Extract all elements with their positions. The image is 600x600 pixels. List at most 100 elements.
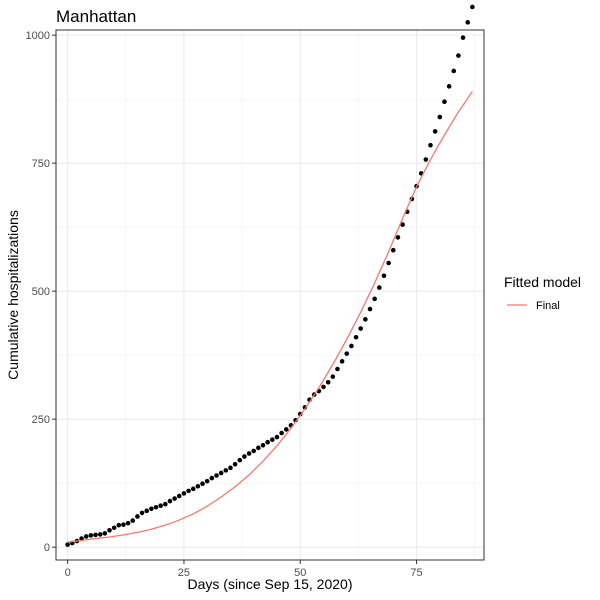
- data-point: [437, 114, 443, 120]
- data-point: [218, 470, 224, 476]
- data-point: [167, 498, 173, 504]
- data-point: [181, 491, 187, 496]
- data-point: [381, 273, 387, 279]
- y-tick-label: 250: [32, 414, 50, 426]
- data-point: [65, 542, 70, 547]
- data-point: [386, 260, 391, 266]
- data-point: [470, 4, 475, 10]
- legend-title: Fitted model: [504, 274, 581, 290]
- data-point: [460, 35, 466, 40]
- chart-title: Manhattan: [56, 7, 136, 26]
- plot-panel: [55, 4, 485, 561]
- data-point: [372, 296, 377, 302]
- data-point: [335, 366, 340, 372]
- data-point: [139, 510, 145, 516]
- data-point: [79, 536, 84, 541]
- data-point: [158, 503, 163, 509]
- x-tick-label: 25: [178, 567, 190, 579]
- grid-minor: [56, 30, 484, 560]
- data-point: [135, 514, 140, 519]
- data-point: [432, 129, 438, 134]
- data-point: [97, 532, 103, 537]
- data-point: [270, 437, 275, 442]
- data-point: [260, 442, 266, 448]
- data-point: [149, 506, 154, 512]
- x-tick-label: 0: [65, 567, 71, 579]
- y-tick-label: 750: [32, 158, 50, 170]
- data-point: [153, 504, 159, 510]
- data-point: [363, 317, 368, 322]
- data-point: [237, 457, 243, 463]
- data-point: [107, 527, 112, 533]
- x-axis-ticks: 0 25 50 75: [65, 560, 423, 579]
- data-point: [93, 532, 98, 538]
- data-point: [265, 439, 270, 445]
- legend-items: Final: [507, 300, 560, 312]
- data-point: [442, 99, 447, 104]
- data-point: [423, 157, 429, 162]
- data-point: [353, 334, 359, 340]
- data-point: [88, 533, 94, 538]
- legend-label: Final: [536, 300, 560, 312]
- data-point: [465, 20, 471, 25]
- data-point: [176, 493, 182, 499]
- data-point: [274, 434, 280, 440]
- data-point: [195, 483, 201, 489]
- data-point: [130, 518, 136, 523]
- plot-background: [56, 30, 484, 560]
- data-point: [390, 247, 396, 253]
- data-point: [330, 374, 336, 379]
- data-point: [325, 380, 331, 385]
- data-point: [204, 478, 210, 484]
- data-point: [111, 525, 117, 531]
- data-point: [456, 53, 461, 58]
- x-tick-label: 50: [294, 567, 306, 579]
- y-axis-title: Cumulative hospitalizations: [5, 210, 21, 380]
- data-point: [102, 531, 108, 536]
- data-point: [344, 351, 350, 356]
- data-point: [144, 508, 150, 514]
- data-point: [190, 486, 196, 492]
- data-point: [349, 343, 354, 349]
- y-tick-label: 500: [32, 286, 50, 298]
- y-axis-ticks: 0 250 500 750 1000: [26, 30, 56, 554]
- data-point: [358, 326, 364, 331]
- data-point: [446, 84, 452, 89]
- data-point: [200, 481, 205, 487]
- series-line-final: [67, 91, 473, 543]
- data-points: [65, 4, 475, 547]
- data-point: [116, 522, 122, 528]
- data-point: [251, 448, 257, 454]
- data-point: [283, 427, 289, 432]
- data-point: [209, 475, 215, 481]
- y-tick-label: 1000: [26, 30, 50, 42]
- data-point: [256, 445, 261, 451]
- data-point: [83, 534, 89, 539]
- plot-border: [55, 29, 485, 561]
- data-point: [395, 235, 401, 240]
- data-point: [428, 142, 433, 148]
- data-point: [279, 430, 284, 436]
- x-tick-label: 75: [410, 567, 422, 579]
- legend: Fitted model Final: [504, 274, 581, 312]
- data-point: [242, 454, 247, 459]
- data-point: [172, 496, 177, 501]
- data-point: [223, 468, 229, 473]
- data-point: [228, 465, 233, 471]
- y-tick-label: 0: [44, 542, 50, 554]
- data-point: [246, 451, 252, 456]
- data-point: [121, 522, 126, 527]
- data-point: [321, 384, 326, 390]
- data-point: [377, 285, 382, 290]
- fitted-lines: [67, 91, 473, 543]
- data-point: [163, 501, 168, 507]
- data-point: [400, 222, 405, 227]
- data-point: [232, 461, 238, 467]
- data-point: [451, 68, 457, 74]
- data-point: [125, 520, 131, 526]
- x-axis-title: Days (since Sep 15, 2020): [188, 576, 353, 592]
- data-point: [367, 306, 373, 312]
- grid-major: [56, 30, 484, 560]
- data-point: [186, 488, 191, 494]
